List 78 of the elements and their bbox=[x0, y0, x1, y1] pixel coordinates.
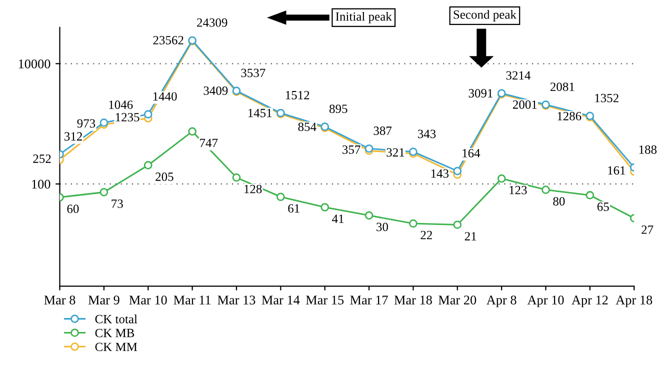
x-tick-label: Mar 13 bbox=[218, 296, 256, 304]
data-label: 65 bbox=[597, 202, 609, 211]
point bbox=[364, 211, 374, 220]
point bbox=[232, 173, 241, 182]
legend-label: CK MB bbox=[95, 328, 134, 338]
data-label: 3091 bbox=[468, 89, 492, 98]
legend-label: CK MM bbox=[95, 342, 138, 352]
point bbox=[453, 220, 462, 229]
data-label: 22 bbox=[420, 230, 432, 240]
data-label: 3214 bbox=[506, 71, 531, 80]
data-label: 895 bbox=[329, 104, 348, 114]
x-tick-label: Mar 9 bbox=[88, 296, 120, 304]
data-label: 30 bbox=[376, 222, 388, 232]
data-label: 128 bbox=[244, 184, 262, 194]
x-tick-label: Apr 12 bbox=[572, 296, 608, 308]
data-label: 60 bbox=[67, 204, 79, 214]
point bbox=[497, 174, 506, 183]
data-label: 143 bbox=[431, 169, 449, 178]
x-tick-label: Apr 10 bbox=[527, 296, 564, 308]
data-label: 1440 bbox=[153, 92, 177, 101]
data-label: 1512 bbox=[286, 90, 310, 100]
x-tick-label: Apr 8 bbox=[486, 296, 516, 308]
point bbox=[364, 144, 374, 153]
point bbox=[453, 166, 462, 176]
data-label: 61 bbox=[288, 204, 300, 213]
x-tick-label: Mar 10 bbox=[129, 296, 167, 304]
data-label: 80 bbox=[553, 197, 565, 206]
x-tick-label: Mar 11 bbox=[174, 296, 211, 304]
point bbox=[586, 191, 594, 200]
data-label: 123 bbox=[510, 186, 527, 194]
point bbox=[409, 219, 418, 228]
data-label: 27 bbox=[642, 226, 654, 234]
x-tick-label: Mar 8 bbox=[44, 296, 76, 304]
data-label: 161 bbox=[608, 166, 626, 175]
data-label: 252 bbox=[33, 154, 51, 163]
data-label: 1451 bbox=[248, 108, 272, 118]
data-label: 24309 bbox=[197, 18, 228, 27]
data-label: 73 bbox=[112, 200, 123, 208]
point bbox=[188, 127, 196, 136]
data-label: 2001 bbox=[512, 100, 537, 109]
data-label: 23562 bbox=[153, 36, 184, 44]
point bbox=[144, 110, 152, 118]
data-label: 2081 bbox=[550, 82, 574, 92]
x-tick-label: Mar 17 bbox=[350, 296, 388, 304]
y-tick-label: 10000 bbox=[18, 59, 50, 68]
data-label: 1352 bbox=[595, 94, 618, 102]
data-label: 343 bbox=[418, 130, 436, 138]
text: Initial peak bbox=[336, 12, 392, 24]
data-label: 387 bbox=[374, 126, 392, 135]
data-label: 3409 bbox=[204, 86, 228, 95]
data-label: 41 bbox=[332, 214, 344, 223]
data-label: 321 bbox=[386, 148, 404, 157]
data-label: 854 bbox=[298, 122, 316, 132]
data-label: 205 bbox=[156, 172, 174, 181]
point bbox=[320, 203, 330, 212]
data-label: 1046 bbox=[109, 100, 133, 109]
legend-label: CK total bbox=[95, 314, 138, 324]
y-tick-label: 100 bbox=[32, 180, 50, 189]
data-label: 1286 bbox=[558, 112, 582, 120]
x-tick-label: Mar 18 bbox=[394, 296, 432, 304]
x-tick-label: Apr 18 bbox=[616, 296, 652, 308]
point bbox=[144, 161, 152, 170]
text: Second peak bbox=[454, 10, 516, 22]
data-label: 357 bbox=[342, 145, 360, 154]
data-label: 164 bbox=[462, 148, 480, 158]
point bbox=[100, 188, 108, 196]
x-tick-label: Mar 15 bbox=[306, 296, 344, 304]
data-label: 3537 bbox=[241, 68, 266, 78]
data-label: 188 bbox=[639, 145, 657, 154]
point bbox=[542, 186, 550, 194]
data-label: 747 bbox=[200, 138, 218, 148]
data-label: 312 bbox=[64, 132, 82, 141]
x-tick-label: Mar 14 bbox=[262, 296, 300, 304]
x-tick-label: Mar 20 bbox=[438, 296, 476, 304]
data-label: 1235 bbox=[116, 113, 140, 122]
data-label: 21 bbox=[464, 232, 476, 240]
data-label: 973 bbox=[77, 119, 96, 128]
point bbox=[276, 192, 285, 202]
